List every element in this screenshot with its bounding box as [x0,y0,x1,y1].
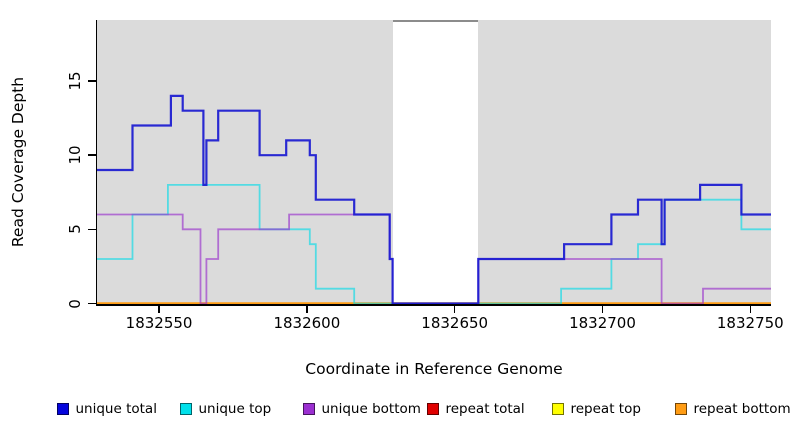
legend-item-repeat-total: repeat total [427,399,525,419]
x-tick-mark [601,305,604,313]
y-tick-mark [88,80,96,82]
x-axis-line [96,304,771,306]
y-tick-label: 0 [66,298,84,309]
y-axis-line [95,20,97,306]
legend-label: unique bottom [321,401,421,417]
x-tick-label: 1832650 [421,314,489,332]
legend-swatch-repeat-top [552,403,564,415]
plot-panel-background [97,20,393,304]
legend-item-unique-total: unique total [57,399,157,419]
x-tick-mark [749,305,752,313]
legend-label: repeat top [570,401,641,417]
legend: unique total unique top unique bottom re… [0,399,792,421]
x-tick-label: 1832750 [716,314,784,332]
legend-swatch-repeat-bottom [675,403,687,415]
legend-swatch-unique-top [180,403,192,415]
series-lines [97,94,771,305]
y-tick-mark [88,228,96,231]
legend-item-unique-top: unique top [180,399,271,419]
plot-panel-background [478,20,771,304]
gap-top-border [392,19,479,22]
y-tick-mark [88,302,96,305]
legend-item-unique-bottom: unique bottom [303,399,421,419]
x-tick-label: 1832700 [569,314,636,332]
legend-item-repeat-bottom: repeat bottom [675,399,791,419]
legend-swatch-unique-total [57,403,69,415]
series-line-unique-bottom [97,213,771,305]
legend-label: unique top [198,401,272,417]
legend-label: repeat bottom [693,401,791,417]
x-tick-label: 1832550 [125,314,193,332]
y-tick-label: 5 [66,224,84,235]
series-line-unique-total [97,94,771,305]
series-line-unique-top [97,183,771,305]
y-tick-label: 15 [66,71,84,91]
y-tick-mark [88,154,96,156]
legend-swatch-repeat-total [427,403,439,415]
x-tick-mark [158,305,160,313]
y-tick-label: 10 [66,145,84,165]
x-axis-title: Coordinate in Reference Genome [305,360,563,378]
plot-area [97,19,771,305]
legend-item-repeat-top: repeat top [552,399,641,419]
legend-swatch-unique-bottom [303,403,315,415]
x-tick-mark [453,305,456,313]
legend-label: unique total [75,401,157,417]
y-axis-title: Read Coverage Depth [9,76,27,248]
x-tick-label: 1832600 [273,314,341,332]
x-tick-mark [306,305,308,313]
legend-label: repeat total [445,401,525,417]
